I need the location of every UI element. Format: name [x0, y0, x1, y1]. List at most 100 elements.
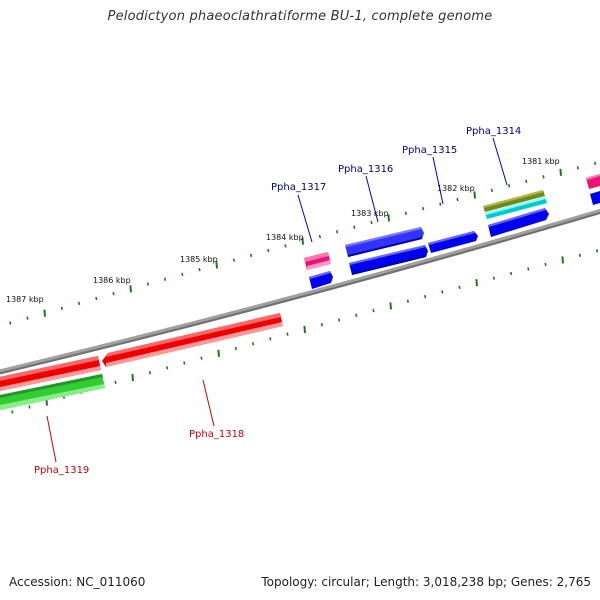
minor-tick: [78, 301, 81, 306]
minor-tick: [525, 179, 528, 183]
kbp-label: 1384 kbp: [266, 233, 304, 242]
minor-tick: [198, 267, 201, 272]
minor-tick: [320, 323, 323, 327]
major-tick: [131, 373, 134, 382]
gene-feature[interactable]: [345, 227, 424, 257]
outer-tick-row: [9, 161, 597, 325]
kbp-label: 1381 kbp: [522, 157, 560, 166]
major-tick: [475, 279, 478, 287]
kbp-label: 1382 kbp: [437, 184, 475, 193]
minor-tick: [183, 361, 186, 365]
minor-tick: [527, 267, 530, 271]
minor-tick: [441, 290, 444, 294]
minor-tick: [95, 296, 98, 301]
minor-tick: [318, 234, 321, 239]
gene-feature[interactable]: [102, 313, 283, 367]
minor-tick: [406, 299, 409, 303]
gene-feature[interactable]: [0, 356, 101, 392]
label-leaders: [46, 137, 508, 463]
minor-tick: [11, 410, 14, 414]
minor-tick: [578, 253, 581, 258]
minor-tick: [9, 321, 12, 325]
minor-tick: [250, 253, 253, 258]
gene-feature[interactable]: [304, 252, 331, 270]
major-tick: [387, 214, 390, 222]
major-tick: [43, 309, 46, 317]
minor-tick: [200, 356, 203, 360]
gene-feature[interactable]: [488, 208, 549, 237]
major-tick: [473, 191, 476, 199]
minor-tick: [114, 380, 117, 385]
minor-tick: [234, 346, 237, 351]
gene-label-ppha-1314[interactable]: Ppha_1314: [466, 126, 521, 137]
gene-feature[interactable]: [349, 245, 428, 275]
minor-tick: [370, 220, 373, 225]
minor-tick: [166, 366, 169, 370]
minor-tick: [269, 337, 272, 341]
minor-tick: [439, 202, 442, 206]
minor-tick: [542, 175, 545, 179]
minor-tick: [458, 285, 461, 289]
minor-tick: [353, 225, 356, 229]
kbp-label: 1383 kbp: [351, 209, 389, 218]
minor-tick: [284, 244, 287, 248]
minor-tick: [146, 282, 149, 286]
minor-tick: [544, 262, 547, 267]
major-tick: [559, 168, 562, 176]
major-tick: [215, 261, 218, 269]
gene-feature[interactable]: [483, 190, 547, 219]
gene-label-ppha-1317[interactable]: Ppha_1317: [271, 182, 326, 193]
minor-tick: [508, 184, 511, 188]
major-tick: [389, 302, 392, 310]
gene-label-ppha-1319[interactable]: Ppha_1319: [34, 465, 89, 476]
kbp-label: 1386 kbp: [93, 276, 131, 285]
genome-backbone: [0, 208, 600, 375]
minor-tick: [181, 272, 184, 277]
genome-title: Pelodictyon phaeoclathratiforme BU-1, co…: [107, 9, 493, 24]
gene-feature[interactable]: [590, 191, 600, 205]
minor-tick: [28, 405, 31, 409]
genome-summary-text: Topology: circular; Length: 3,018,238 bp…: [261, 575, 591, 589]
gene-feature[interactable]: [309, 271, 333, 289]
gene-labels: Ppha_1314 Ppha_1315 Ppha_1316 Ppha_1317 …: [34, 126, 521, 476]
minor-tick: [594, 161, 597, 165]
major-tick: [217, 349, 220, 357]
minor-tick: [510, 271, 513, 276]
major-tick: [303, 325, 306, 333]
major-tick: [129, 285, 132, 293]
minor-tick: [164, 277, 167, 281]
minor-tick: [404, 211, 407, 215]
minor-tick: [456, 197, 459, 202]
minor-tick: [148, 371, 151, 375]
kbp-label: 1387 kbp: [6, 295, 44, 304]
minor-tick: [26, 316, 29, 320]
genome-backbone-shade: [0, 211, 600, 375]
minor-tick: [372, 308, 375, 313]
minor-tick: [338, 318, 341, 322]
gene-feature[interactable]: [428, 231, 478, 253]
gene-label-ppha-1316[interactable]: Ppha_1316: [338, 164, 393, 175]
minor-tick: [596, 249, 599, 253]
minor-tick: [336, 230, 339, 234]
major-tick: [301, 237, 304, 245]
gene-feature[interactable]: [0, 374, 105, 411]
minor-tick: [424, 294, 427, 299]
minor-tick: [576, 166, 579, 170]
gene-label-ppha-1318[interactable]: Ppha_1318: [189, 429, 244, 440]
gene-feature[interactable]: [586, 174, 600, 189]
minor-tick: [422, 207, 425, 211]
gene-label-ppha-1315[interactable]: Ppha_1315: [402, 145, 457, 156]
kbp-label: 1385 kbp: [180, 255, 218, 264]
minor-tick: [232, 258, 235, 262]
minor-tick: [252, 342, 255, 346]
kbp-labels: 1387 kbp 1386 kbp 1385 kbp 1384 kbp 1383…: [6, 157, 560, 304]
minor-tick: [267, 248, 270, 253]
major-tick: [561, 256, 564, 264]
minor-tick: [60, 306, 63, 310]
minor-tick: [112, 292, 115, 296]
accession-text: Accession: NC_011060: [9, 575, 146, 589]
minor-tick: [286, 332, 289, 336]
minor-tick: [355, 313, 358, 317]
minor-tick: [492, 276, 495, 280]
